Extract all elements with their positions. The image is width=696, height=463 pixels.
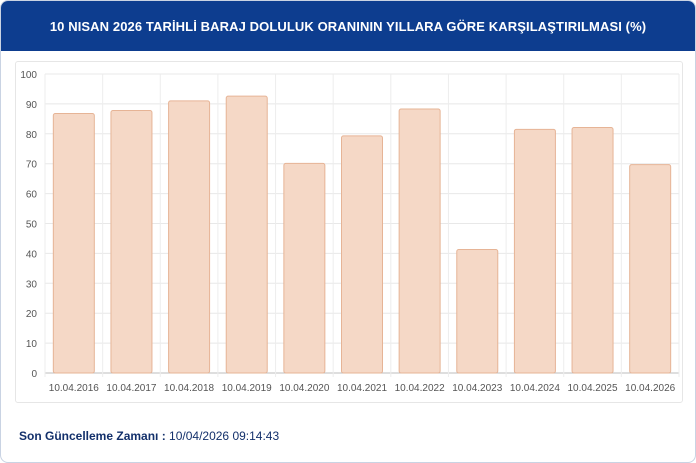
bar-10.04.2018[interactable] [168,100,211,374]
bar-10.04.2025[interactable] [571,127,614,374]
y-tick-label: 90 [26,100,38,111]
x-tick-label: 10.04.2020 [279,383,329,394]
bar-10.04.2023[interactable] [456,249,499,374]
x-tick-label: 10.04.2016 [49,383,99,394]
x-tick-label: 10.04.2021 [337,383,387,394]
x-tick-label: 10.04.2017 [106,383,156,394]
bar-10.04.2019[interactable] [225,95,268,374]
bar-10.04.2021[interactable] [341,135,383,374]
x-tick-label: 10.04.2024 [510,383,560,394]
y-tick-label: 60 [26,190,38,201]
x-tick-label: 10.04.2019 [222,383,272,394]
bar-10.04.2022[interactable] [398,108,441,374]
bar-10.04.2026[interactable] [629,164,672,374]
header-bar: 10 NISAN 2026 TARİHLİ BARAJ DOLULUK ORAN… [1,1,695,51]
y-tick-label: 70 [26,160,38,171]
bar-10.04.2016[interactable] [52,112,95,374]
x-tick-label: 10.04.2025 [568,383,618,394]
y-tick-label: 80 [26,130,38,141]
x-tick-label: 10.04.2026 [625,383,675,394]
y-tick-label: 100 [20,70,37,81]
y-tick-label: 30 [26,279,38,290]
bar-10.04.2017[interactable] [110,109,153,374]
x-tick-label: 10.04.2022 [395,383,445,394]
y-tick-label: 10 [26,339,38,350]
last-update: Son Güncelleme Zamanı : 10/04/2026 09:14… [19,429,279,443]
y-tick-label: 50 [26,220,38,231]
bar-10.04.2020[interactable] [283,162,326,374]
last-update-value: 10/04/2026 09:14:43 [169,429,280,443]
y-tick-label: 0 [31,369,37,380]
chart-title: 10 NISAN 2026 TARİHLİ BARAJ DOLULUK ORAN… [49,18,647,34]
bar-chart: 0 10 20 30 40 50 60 70 80 90 100 10.04.2016 10.04.20… [20,70,680,394]
x-tick-label: 10.04.2018 [164,383,214,394]
y-tick-label: 20 [26,309,38,320]
y-tick-label: 40 [26,249,38,260]
last-update-label: Son Güncelleme Zamanı : [19,429,166,443]
x-tick-label: 10.04.2023 [452,383,502,394]
bar-10.04.2024[interactable] [513,128,556,374]
